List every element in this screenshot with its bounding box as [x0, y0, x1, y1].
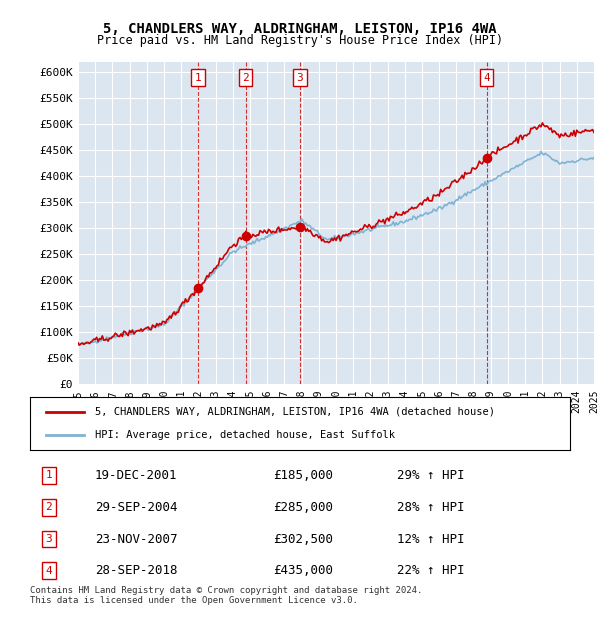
Text: £435,000: £435,000	[273, 564, 333, 577]
Text: 12% ↑ HPI: 12% ↑ HPI	[397, 533, 465, 546]
Text: 4: 4	[483, 73, 490, 82]
Text: 3: 3	[296, 73, 303, 82]
Text: 23-NOV-2007: 23-NOV-2007	[95, 533, 178, 546]
Text: £185,000: £185,000	[273, 469, 333, 482]
Text: 28% ↑ HPI: 28% ↑ HPI	[397, 501, 465, 514]
Text: 19-DEC-2001: 19-DEC-2001	[95, 469, 178, 482]
Text: 2: 2	[46, 502, 52, 512]
Text: 2: 2	[242, 73, 249, 82]
Text: HPI: Average price, detached house, East Suffolk: HPI: Average price, detached house, East…	[95, 430, 395, 440]
Text: 29-SEP-2004: 29-SEP-2004	[95, 501, 178, 514]
Text: 22% ↑ HPI: 22% ↑ HPI	[397, 564, 465, 577]
Text: 1: 1	[46, 471, 52, 480]
Text: 1: 1	[194, 73, 201, 82]
Text: 29% ↑ HPI: 29% ↑ HPI	[397, 469, 465, 482]
Text: 5, CHANDLERS WAY, ALDRINGHAM, LEISTON, IP16 4WA: 5, CHANDLERS WAY, ALDRINGHAM, LEISTON, I…	[103, 22, 497, 36]
Text: Price paid vs. HM Land Registry's House Price Index (HPI): Price paid vs. HM Land Registry's House …	[97, 34, 503, 47]
Text: £285,000: £285,000	[273, 501, 333, 514]
Text: 4: 4	[46, 566, 52, 576]
Text: 3: 3	[46, 534, 52, 544]
Text: Contains HM Land Registry data © Crown copyright and database right 2024.
This d: Contains HM Land Registry data © Crown c…	[30, 586, 422, 605]
Text: £302,500: £302,500	[273, 533, 333, 546]
Text: 5, CHANDLERS WAY, ALDRINGHAM, LEISTON, IP16 4WA (detached house): 5, CHANDLERS WAY, ALDRINGHAM, LEISTON, I…	[95, 407, 495, 417]
Text: 28-SEP-2018: 28-SEP-2018	[95, 564, 178, 577]
